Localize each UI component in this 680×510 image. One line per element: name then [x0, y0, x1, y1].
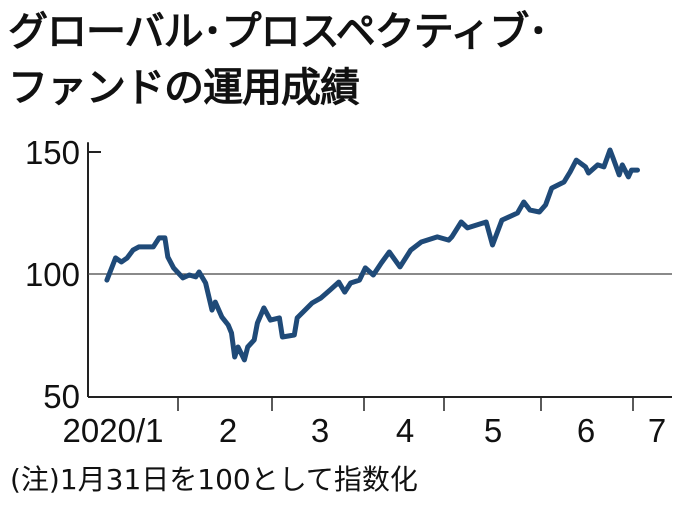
x-tick-label: 3 [311, 412, 329, 449]
x-tick-label: 6 [577, 412, 595, 449]
series-line [104, 147, 640, 363]
y-tick-label: 150 [25, 134, 80, 171]
x-tick-label: 5 [484, 412, 502, 449]
y-tick-label: 50 [43, 378, 80, 415]
y-tick-label: 100 [25, 256, 80, 293]
chart-title: グローバル･プロスペクティブ･ ファンドの運用成績 [8, 4, 548, 116]
chart-title-line-2: ファンドの運用成績 [8, 65, 360, 111]
x-tick-label: 2020/1 [63, 412, 164, 449]
x-tick-label: 4 [396, 412, 414, 449]
x-tick-label: 7 [648, 412, 666, 449]
x-tick-label: 2 [219, 412, 237, 449]
chart-note: (注)1月31日を100として指数化 [10, 463, 418, 496]
chart-title-line-1: グローバル･プロスペクティブ･ [8, 9, 548, 55]
